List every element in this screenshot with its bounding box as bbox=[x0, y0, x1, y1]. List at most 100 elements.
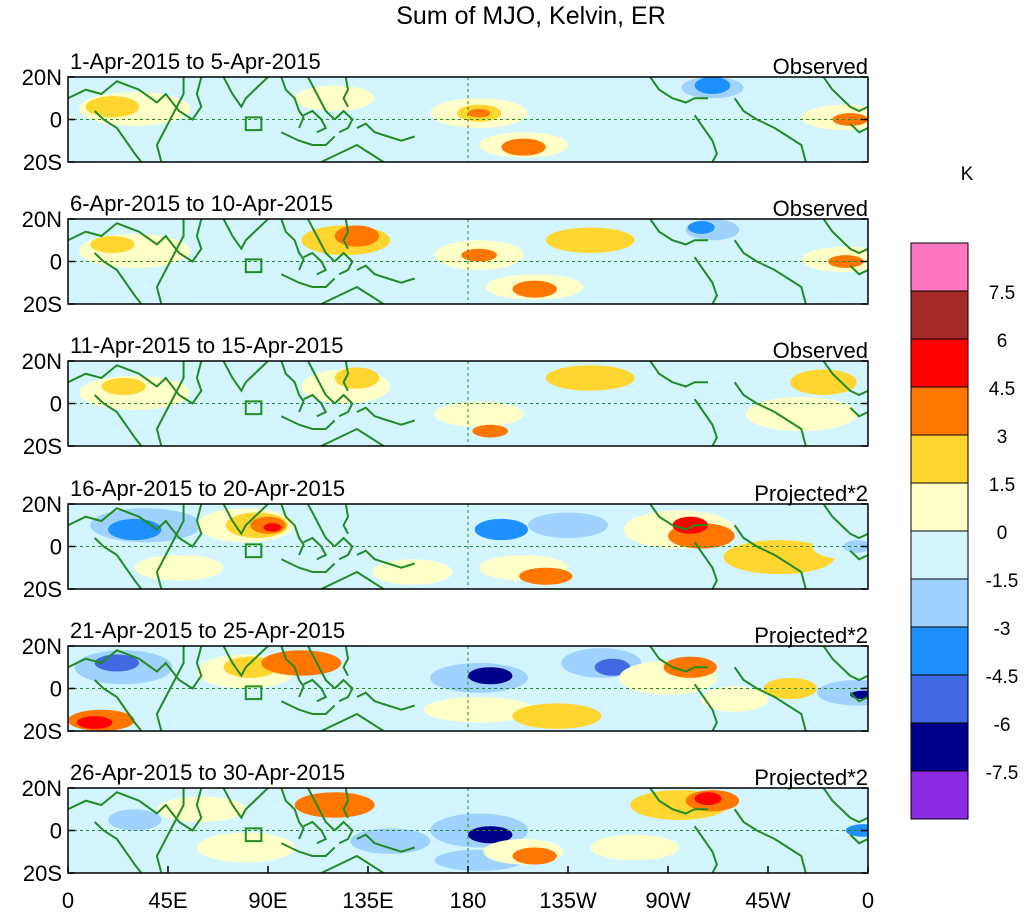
coastline bbox=[93, 679, 143, 731]
colorbar-swatch bbox=[910, 530, 969, 580]
coastline bbox=[356, 406, 415, 426]
lat-label: 20N bbox=[22, 776, 62, 801]
colorbar-label: 1.5 bbox=[989, 475, 1015, 496]
coastline bbox=[649, 646, 708, 673]
colorbar-label: -1.5 bbox=[986, 571, 1019, 592]
anomaly-contour bbox=[263, 523, 282, 532]
lon-label: 0 bbox=[62, 888, 74, 913]
anomaly-contour bbox=[468, 667, 513, 685]
lat-label: 0 bbox=[50, 250, 62, 275]
coastline bbox=[68, 361, 203, 405]
coastline bbox=[68, 504, 203, 548]
anomaly-field bbox=[79, 365, 857, 438]
coastline bbox=[68, 77, 203, 121]
colorbar-label: -4.5 bbox=[986, 667, 1019, 688]
panel-date-range: 16-Apr-2015 to 20-Apr-2015 bbox=[70, 476, 345, 501]
lon-label: 135E bbox=[342, 888, 393, 913]
lat-label: 20S bbox=[23, 719, 62, 744]
anomaly-contour bbox=[694, 77, 731, 94]
anomaly-contour bbox=[108, 518, 162, 541]
coastline bbox=[93, 252, 143, 304]
anomaly-contour bbox=[468, 108, 491, 118]
anomaly-contour bbox=[379, 265, 468, 292]
coastline bbox=[222, 788, 269, 820]
anomaly-contour bbox=[294, 85, 375, 111]
colorbar-label: 7.5 bbox=[989, 283, 1015, 304]
anomaly-contour bbox=[501, 138, 546, 156]
lat-label: 20N bbox=[22, 207, 62, 232]
coastline bbox=[307, 219, 336, 263]
coastline bbox=[649, 219, 708, 246]
coastline bbox=[822, 788, 868, 824]
coastline bbox=[822, 361, 868, 397]
coastline bbox=[280, 415, 336, 430]
coastline bbox=[320, 854, 385, 873]
panel-6: 20N 0 20S 26-Apr-2015 to 30-Apr-2015 Project… bbox=[22, 760, 869, 886]
anomaly-contour bbox=[790, 369, 857, 395]
coastline bbox=[733, 808, 807, 873]
coastline bbox=[342, 646, 350, 677]
panel-type-label: Projected*2 bbox=[754, 765, 868, 790]
coastline bbox=[280, 131, 336, 146]
coastline bbox=[320, 285, 385, 304]
anomaly-contour bbox=[294, 792, 375, 818]
panel-1: 20N 0 20S 1-Apr-2015 to 5-Apr-2015 Observed bbox=[22, 49, 869, 175]
coastline bbox=[822, 219, 868, 255]
anomaly-contour bbox=[76, 716, 113, 729]
colorbar-unit-label: K bbox=[961, 164, 974, 185]
coastline bbox=[849, 692, 868, 703]
lat-label: 20S bbox=[23, 150, 62, 175]
colorbar-label: -6 bbox=[994, 715, 1011, 736]
anomaly-contour bbox=[594, 658, 631, 676]
lat-label: 20N bbox=[22, 634, 62, 659]
coastline bbox=[733, 239, 807, 304]
coastline bbox=[320, 143, 385, 162]
lon-label: 45W bbox=[745, 888, 790, 913]
coastline bbox=[649, 77, 708, 104]
anomaly-contour bbox=[745, 397, 857, 432]
anomaly-contour bbox=[461, 248, 497, 262]
coastlines bbox=[68, 504, 868, 589]
anomaly-contour bbox=[134, 555, 224, 581]
coastline bbox=[93, 110, 143, 162]
anomaly-contour bbox=[434, 401, 524, 427]
coastline bbox=[849, 123, 868, 134]
coastline bbox=[649, 504, 708, 531]
coastline bbox=[93, 537, 143, 589]
coastline bbox=[222, 504, 269, 536]
coastlines bbox=[68, 77, 868, 162]
coastline bbox=[733, 381, 807, 446]
coastline bbox=[822, 646, 868, 682]
coastline bbox=[307, 77, 336, 121]
coastline bbox=[93, 394, 143, 446]
anomaly-contour bbox=[688, 221, 715, 234]
region-box bbox=[244, 543, 263, 559]
lat-label: 0 bbox=[50, 819, 62, 844]
lon-label: 0 bbox=[862, 888, 874, 913]
coastline bbox=[93, 821, 143, 873]
colorbar-swatch bbox=[910, 290, 969, 340]
anomaly-contour bbox=[812, 533, 868, 560]
lon-label: 45E bbox=[148, 888, 187, 913]
lat-label: 0 bbox=[50, 535, 62, 560]
colorbar-swatch bbox=[910, 386, 969, 436]
coastline bbox=[356, 122, 415, 142]
colorbar: K 7.5 6 4.5 3 1.5 0 -1.5 -3 -4.5 -6 -7.5 bbox=[910, 164, 1019, 820]
coastline bbox=[733, 666, 807, 731]
coastline bbox=[307, 361, 336, 405]
anomaly-contour bbox=[556, 102, 691, 137]
anomaly-contour bbox=[90, 236, 135, 253]
panel-date-range: 21-Apr-2015 to 25-Apr-2015 bbox=[70, 618, 345, 643]
coastline bbox=[693, 256, 718, 304]
anomaly-contour bbox=[672, 516, 708, 534]
anomaly-contour bbox=[590, 397, 702, 432]
colorbar-swatch bbox=[910, 722, 969, 772]
coastline bbox=[693, 398, 718, 446]
coastline bbox=[280, 558, 336, 573]
anomaly-contour bbox=[512, 847, 557, 865]
lon-label: 135W bbox=[539, 888, 597, 913]
panel-type-label: Projected*2 bbox=[754, 481, 868, 506]
coastline bbox=[342, 361, 350, 392]
longitude-axis: 0 45E 90E 135E 180 135W 90W 45W 0 bbox=[62, 866, 874, 913]
